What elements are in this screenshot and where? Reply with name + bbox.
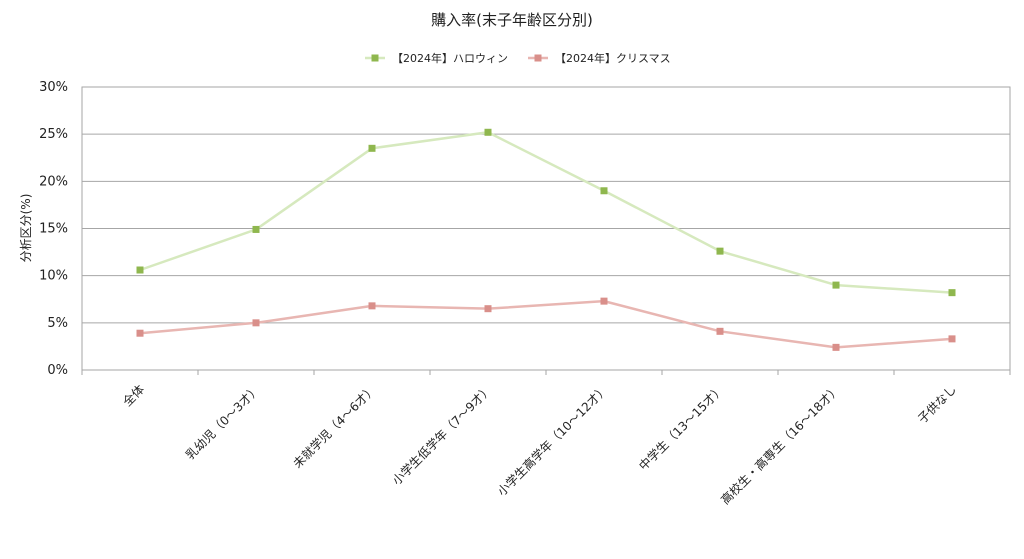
legend-item-christmas: 【2024年】クリスマス: [528, 51, 671, 65]
legend-halloween-label: 【2024年】ハロウィン: [392, 51, 508, 65]
data-point: [600, 187, 608, 195]
legend-halloween-marker: [371, 54, 379, 62]
series-line-0: [139, 131, 953, 294]
legend-christmas-label: 【2024年】クリスマス: [555, 51, 671, 65]
x-tick-label: 小学生高学年（10～12才）: [494, 382, 611, 499]
data-point: [368, 144, 376, 152]
chart-title: 購入率(末子年齢区分別): [431, 11, 593, 29]
data-point: [948, 289, 956, 297]
y-tick-label: 20%: [39, 174, 68, 189]
data-point: [600, 297, 608, 305]
y-tick-label: 25%: [39, 127, 68, 142]
data-point: [136, 266, 144, 274]
gridlines: [81, 86, 1011, 375]
data-point: [484, 128, 492, 136]
x-tick-label: 子供なし: [915, 382, 959, 426]
legend-christmas-marker: [534, 54, 542, 62]
x-tick-label: 中学生（13～15才）: [636, 382, 728, 474]
data-point: [832, 281, 840, 289]
y-tick-label: 5%: [47, 316, 68, 331]
data-point: [136, 329, 144, 337]
x-tick-label: 高校生・高専生（16～18才）: [718, 382, 844, 508]
y-axis-label: 分析区分(%): [19, 194, 33, 263]
data-point: [716, 247, 724, 255]
x-tick-label: 小学生低学年（7～9才）: [389, 382, 495, 488]
y-tick-label: 0%: [47, 363, 68, 378]
legend-item-halloween: 【2024年】ハロウィン: [365, 51, 508, 65]
y-tick-labels: 0% 5% 10% 15% 20% 25% 30%: [39, 80, 68, 378]
series-line-1: [139, 299, 953, 349]
data-point: [716, 327, 724, 335]
series-lines: [136, 128, 956, 351]
y-tick-label: 30%: [39, 80, 68, 95]
data-point: [368, 302, 376, 310]
legend: 【2024年】ハロウィン 【2024年】クリスマス: [365, 51, 671, 65]
data-point: [252, 319, 260, 327]
data-point: [252, 225, 260, 233]
data-point: [948, 335, 956, 343]
x-tick-label: 全体: [120, 382, 148, 410]
y-tick-label: 15%: [39, 222, 68, 237]
x-tick-label: 未就学児（4～6才）: [290, 382, 379, 471]
x-tick-label: 乳幼児（0～3才）: [183, 382, 263, 462]
x-tick-labels: 全体 乳幼児（0～3才） 未就学児（4～6才） 小学生低学年（7～9才） 小学生高学年（…: [120, 382, 960, 508]
y-tick-label: 10%: [39, 269, 68, 284]
data-point: [484, 305, 492, 313]
data-point: [832, 343, 840, 351]
